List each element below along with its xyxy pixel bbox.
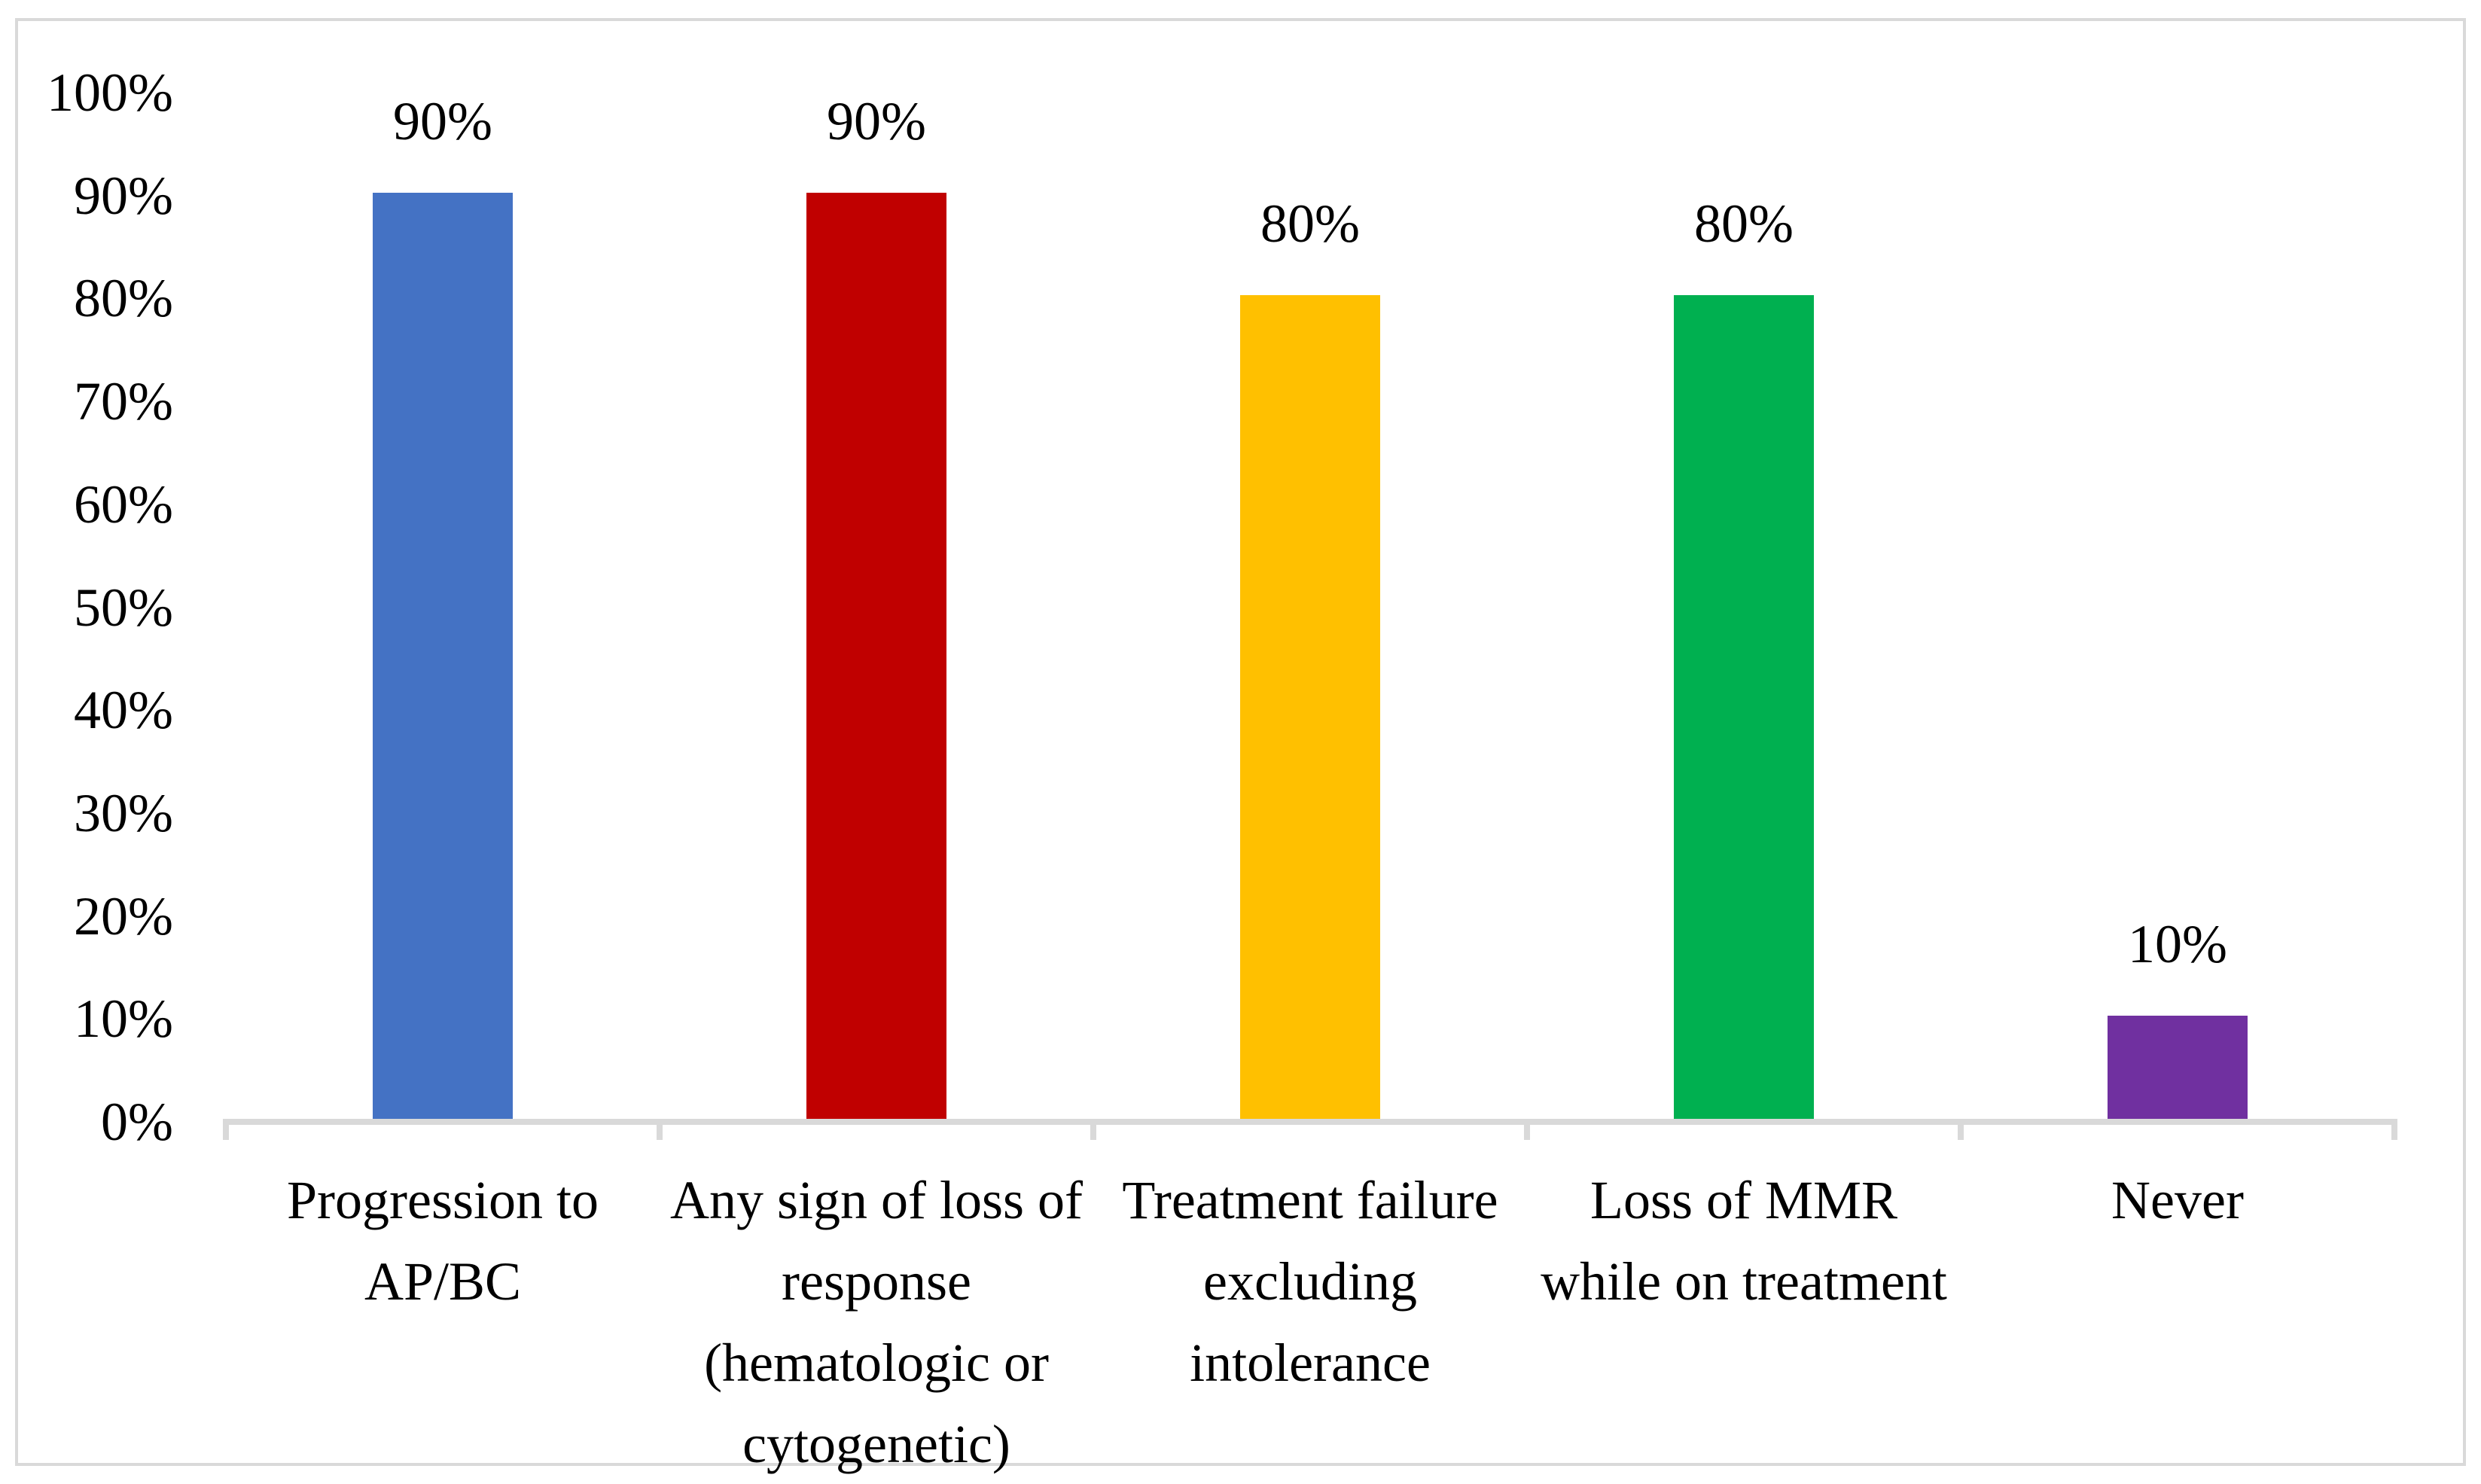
category-label: Progression to AP/BC	[287, 1170, 599, 1312]
x-axis-tick-mark	[223, 1119, 229, 1140]
x-axis-tick-mark	[1090, 1119, 1096, 1140]
category-label: Never	[2111, 1170, 2244, 1230]
category-label: Loss of MMR while on treatment	[1541, 1170, 1947, 1312]
x-axis-tick-mark	[657, 1119, 663, 1140]
category-label: Any sign of loss of response (hematologi…	[669, 1170, 1083, 1474]
y-axis-tick-label: 40%	[74, 680, 173, 741]
category-label: Treatment failure excluding intolerance	[1122, 1170, 1498, 1393]
y-axis-tick-label: 50%	[74, 577, 173, 638]
bar-column: 80%	[1527, 90, 1961, 1119]
x-axis-tick-mark	[1958, 1119, 1964, 1140]
bar-value-label: 90%	[827, 90, 926, 151]
bar	[1240, 295, 1380, 1119]
bar-value-label: 80%	[1694, 193, 1794, 254]
bar-value-label: 90%	[393, 90, 492, 151]
y-axis-tick-label: 60%	[74, 474, 173, 535]
bar	[373, 192, 513, 1119]
x-axis-tick-mark	[2391, 1119, 2397, 1140]
bar-value-label: 80%	[1260, 193, 1360, 254]
y-axis-tick-label: 90%	[74, 165, 173, 226]
y-axis-tick-label: 10%	[74, 989, 173, 1050]
y-axis-tick-label: 80%	[74, 268, 173, 329]
bar	[1674, 295, 1814, 1119]
x-axis-line	[223, 1119, 2397, 1125]
y-axis-tick-label: 0%	[101, 1092, 173, 1152]
bar	[2108, 1016, 2248, 1119]
plot-area: 90% 90% 80% 80% 10%	[223, 90, 2397, 1140]
bar-column: 10%	[1961, 90, 2394, 1119]
bar-column: 90%	[226, 90, 660, 1119]
y-axis-tick-label: 20%	[74, 885, 173, 946]
bar	[806, 192, 946, 1119]
bar-column: 90%	[660, 90, 1093, 1119]
y-axis-tick-label: 100%	[47, 62, 173, 123]
bar-value-label: 10%	[2128, 914, 2227, 975]
bar-column: 80%	[1093, 90, 1527, 1119]
x-axis-category-labels: Progression to AP/BC Any sign of loss of …	[226, 1159, 2394, 1484]
y-axis-tick-label: 30%	[74, 782, 173, 843]
x-axis-tick-mark	[1524, 1119, 1530, 1140]
y-axis-tick-label: 70%	[74, 371, 173, 432]
